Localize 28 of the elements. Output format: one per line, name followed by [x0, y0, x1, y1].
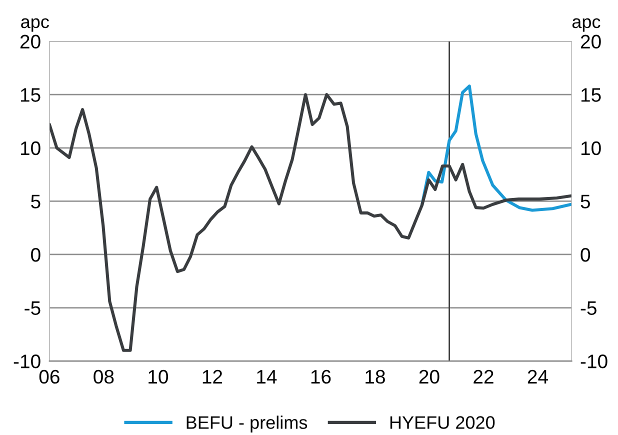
y2-tick-label: -10 [580, 354, 608, 368]
y-axis-title: apc [21, 18, 49, 32]
x-tick-label: 08 [94, 370, 114, 384]
x-tick-label: 18 [366, 370, 385, 384]
legend-label: BEFU - prelims [186, 416, 308, 432]
x-tick-label: 24 [528, 370, 548, 384]
x-tick-label: 20 [419, 370, 440, 384]
y2-tick-label: 20 [580, 34, 601, 49]
y2-tick-label: 10 [581, 141, 601, 156]
x-tick-label: 16 [311, 370, 331, 384]
y-tick-label: 15 [20, 88, 40, 102]
y2-tick-label: 15 [581, 88, 601, 102]
x-tick-label: 22 [474, 370, 494, 384]
x-tick-label: 06 [39, 370, 60, 384]
y-tick-label: 20 [20, 34, 40, 49]
legend-label: HYEFU 2020 [390, 416, 495, 429]
x-tick-label: 10 [148, 370, 168, 384]
y-tick-label: 10 [20, 141, 40, 156]
y-tick-label: -10 [14, 354, 40, 368]
x-tick-label: 14 [257, 370, 277, 384]
x-tick-label: 12 [202, 370, 222, 384]
y2-tick-label: 5 [580, 194, 590, 208]
y2-tick-label: -5 [580, 301, 596, 315]
y-tick-label: 5 [31, 194, 40, 208]
y2-tick-label: 0 [580, 248, 590, 262]
y2-axis-title: apc [572, 18, 600, 32]
y-tick-label: -5 [24, 301, 40, 315]
y-tick-label: 0 [31, 248, 40, 262]
